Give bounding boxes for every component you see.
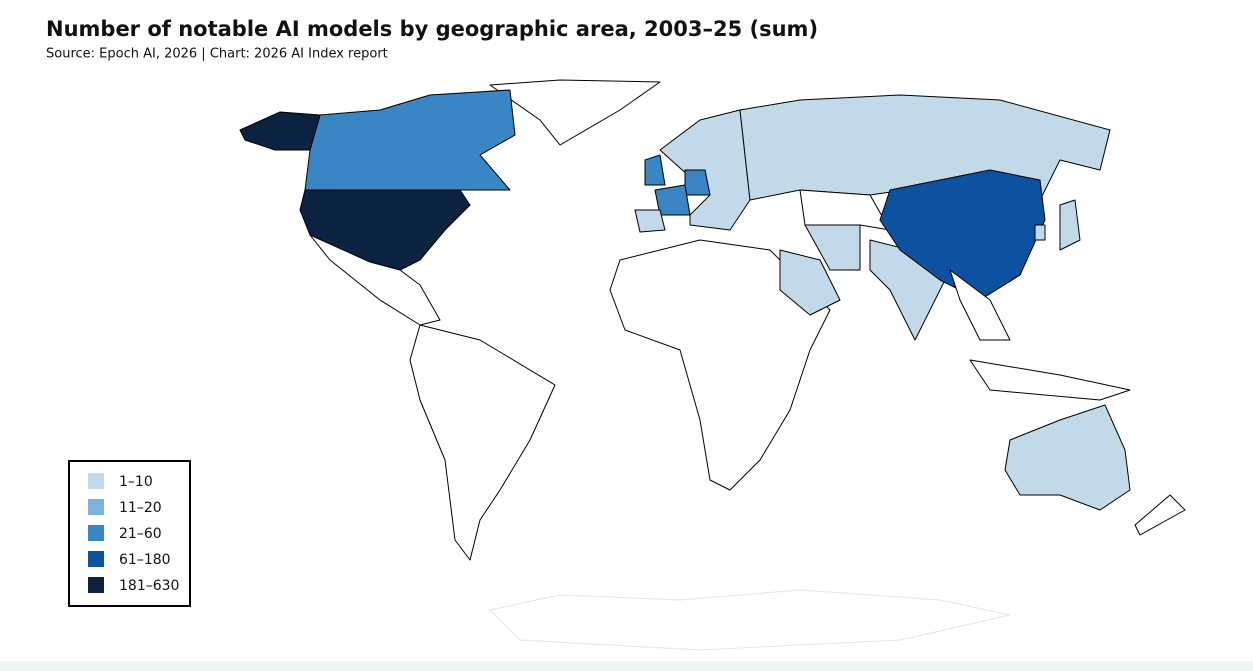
legend-label: 61–180 [119, 552, 171, 568]
subtitle: Source: Epoch AI, 2026 | Chart: 2026 AI … [46, 47, 388, 62]
legend-swatch [88, 551, 104, 567]
alaska [239, 111, 321, 151]
south-america [409, 324, 556, 561]
france [654, 184, 691, 216]
iran [804, 224, 861, 271]
spain [634, 209, 666, 233]
greenland [489, 79, 661, 146]
antarctica [488, 589, 1011, 651]
new-zealand [1134, 494, 1186, 536]
uk [644, 154, 666, 186]
footer-strip [0, 661, 1253, 671]
indonesia [969, 359, 1131, 401]
australia [1004, 404, 1131, 511]
saudi-arabia [779, 249, 841, 316]
china [879, 169, 1046, 301]
legend-swatch [88, 499, 104, 515]
legend-swatch [88, 525, 104, 541]
title: Number of notable AI models by geographi… [46, 17, 818, 41]
central-asia [799, 189, 891, 231]
legend-label: 11–20 [119, 500, 162, 516]
legend-swatch [88, 473, 104, 489]
korea [1034, 224, 1046, 241]
japan [1059, 199, 1081, 251]
legend-swatch [88, 577, 104, 593]
central-america [309, 234, 441, 326]
legend-label: 181–630 [119, 578, 179, 594]
legend-label: 1–10 [119, 474, 153, 490]
map [239, 79, 1186, 651]
legend: 1–10 11–20 21–60 61–180 181–630 [88, 473, 179, 594]
southeast-asia [949, 269, 1011, 341]
canada [304, 89, 516, 191]
usa [299, 189, 471, 271]
legend-label: 21–60 [119, 526, 162, 542]
germany [684, 169, 711, 196]
